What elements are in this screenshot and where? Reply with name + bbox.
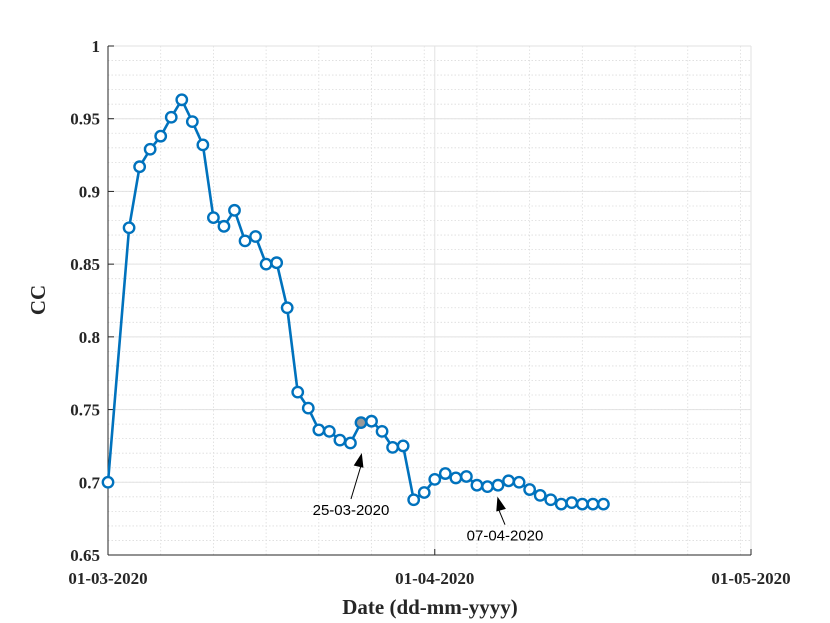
data-point bbox=[449, 471, 463, 485]
data-point bbox=[259, 257, 273, 271]
data-point bbox=[407, 493, 421, 507]
y-tick-label: 0.75 bbox=[70, 401, 100, 420]
y-axis-title: CC bbox=[26, 285, 50, 315]
annotation-arrow-line bbox=[350, 462, 363, 500]
y-tick-label: 0.95 bbox=[70, 110, 100, 129]
data-point bbox=[344, 436, 357, 450]
x-tick-label: 01-03-2020 bbox=[68, 569, 147, 588]
data-point bbox=[280, 301, 294, 315]
data-point bbox=[481, 480, 494, 494]
data-point bbox=[375, 424, 389, 438]
data-point bbox=[333, 433, 347, 447]
data-point bbox=[312, 423, 326, 437]
y-tick-label: 0.7 bbox=[79, 473, 101, 492]
data-point bbox=[207, 211, 220, 225]
series-points bbox=[101, 93, 610, 511]
x-tick-label: 01-04-2020 bbox=[395, 569, 474, 588]
tick-labels: 0.65 0.7 0.75 0.8 0.85 0.9 0.95 1 01-03-2020 01-0… bbox=[68, 37, 790, 588]
y-tick-label: 0.8 bbox=[79, 328, 100, 347]
data-point bbox=[154, 129, 168, 143]
y-tick-label: 0.85 bbox=[70, 255, 100, 274]
annotation-label: 07-04-2020 bbox=[467, 528, 544, 545]
data-point bbox=[249, 230, 262, 243]
data-point bbox=[597, 497, 610, 511]
data-point bbox=[502, 474, 515, 488]
data-point bbox=[512, 475, 526, 489]
data-point bbox=[175, 93, 189, 107]
data-point bbox=[238, 234, 252, 248]
data-point bbox=[586, 497, 600, 511]
data-point bbox=[228, 203, 241, 217]
y-tick-label: 0.9 bbox=[79, 182, 100, 201]
data-point bbox=[164, 110, 178, 124]
data-point bbox=[196, 138, 210, 152]
data-point bbox=[428, 472, 442, 486]
data-point bbox=[133, 160, 147, 174]
x-tick-label: 01-05-2020 bbox=[711, 569, 790, 588]
x-axis-title: Date (dd-mm-yyyy) bbox=[342, 595, 518, 619]
data-point bbox=[122, 221, 136, 235]
data-point bbox=[417, 486, 431, 499]
data-point bbox=[386, 440, 400, 454]
data-point bbox=[143, 142, 157, 156]
annotations: 25-03-2020 07-04-2020 bbox=[313, 453, 544, 545]
data-point bbox=[101, 475, 115, 489]
annotation-arrow-head bbox=[353, 453, 364, 468]
data-point bbox=[396, 439, 410, 453]
data-point bbox=[270, 256, 284, 270]
data-point bbox=[544, 493, 558, 507]
data-point bbox=[491, 478, 505, 492]
data-point bbox=[459, 470, 473, 483]
y-tick-label: 1 bbox=[92, 37, 101, 56]
annotation-arrow-head bbox=[496, 496, 506, 512]
data-point bbox=[565, 496, 579, 510]
plot-background bbox=[108, 46, 751, 555]
data-point bbox=[185, 115, 199, 129]
data-point bbox=[291, 385, 305, 399]
data-point bbox=[533, 488, 547, 502]
data-point bbox=[523, 483, 537, 496]
data-point bbox=[354, 416, 368, 430]
data-point bbox=[322, 424, 336, 438]
data-point bbox=[554, 497, 568, 511]
data-point bbox=[301, 401, 315, 415]
data-point bbox=[438, 467, 452, 480]
data-point bbox=[217, 219, 231, 233]
data-point bbox=[365, 414, 378, 428]
data-point bbox=[575, 497, 589, 511]
annotation-label: 25-03-2020 bbox=[313, 502, 390, 519]
y-tick-label: 0.65 bbox=[70, 546, 100, 565]
data-point bbox=[470, 478, 484, 492]
